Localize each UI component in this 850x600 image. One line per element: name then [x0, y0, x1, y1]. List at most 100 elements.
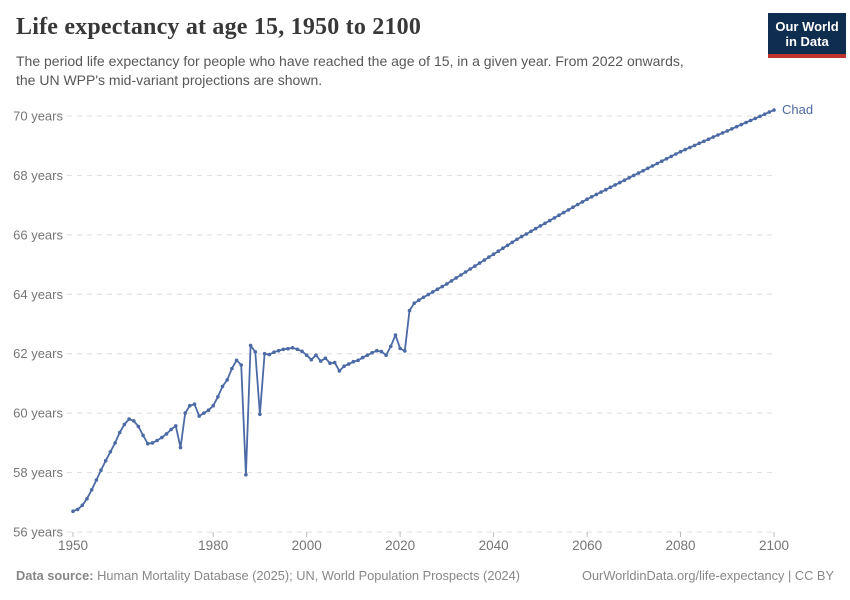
y-axis-label: 70 years: [13, 109, 63, 124]
data-point: [197, 414, 201, 418]
data-point: [290, 346, 295, 350]
data-point: [683, 147, 687, 152]
x-axis-label: 2000: [292, 538, 322, 553]
data-point: [674, 152, 678, 156]
data-point: [636, 171, 641, 175]
y-axis-label: 56 years: [13, 525, 63, 540]
data-point: [384, 353, 388, 358]
data-point: [75, 507, 80, 512]
data-point: [688, 145, 692, 150]
data-point: [99, 468, 103, 473]
data-point: [225, 378, 229, 382]
x-axis-label: 2080: [665, 538, 695, 553]
data-point: [183, 411, 187, 415]
data-point: [309, 357, 314, 362]
data-point: [337, 369, 342, 373]
data-point: [393, 333, 398, 337]
data-point: [641, 168, 645, 173]
data-point: [463, 270, 468, 274]
data-point: [108, 450, 113, 454]
x-axis-label: 2060: [572, 538, 602, 553]
data-point: [487, 255, 491, 259]
data-point: [468, 267, 473, 271]
data-point: [178, 445, 183, 450]
data-point: [515, 237, 519, 242]
data-point: [660, 159, 664, 163]
data-point: [618, 180, 622, 185]
data-point: [403, 349, 407, 353]
chart-subtitle: The period life expectancy for people wh…: [16, 52, 684, 90]
data-point: [211, 403, 215, 408]
data-point: [501, 246, 505, 250]
y-axis-label: 60 years: [13, 406, 63, 421]
data-point: [164, 432, 169, 436]
data-point: [328, 361, 332, 366]
data-point: [216, 395, 220, 399]
data-point: [398, 346, 402, 351]
data-point: [94, 478, 99, 482]
data-source-label: Data source:: [16, 568, 94, 583]
data-point: [370, 351, 374, 355]
data-point: [767, 110, 772, 114]
data-point: [248, 343, 253, 348]
chart-subtitle-line1: The period life expectancy for people wh…: [16, 53, 684, 69]
data-point: [664, 157, 669, 161]
data-point: [258, 412, 262, 417]
data-point: [155, 438, 159, 443]
data-point: [323, 356, 328, 361]
data-point: [234, 358, 239, 363]
y-axis-label: 62 years: [13, 346, 63, 361]
y-axis-label: 58 years: [13, 465, 63, 480]
data-point: [300, 349, 304, 354]
entity-label-chad[interactable]: Chad: [782, 102, 813, 117]
data-point: [454, 276, 459, 280]
data-point: [286, 346, 290, 351]
owid-logo-line2: in Data: [785, 34, 829, 49]
data-point: [748, 118, 753, 123]
data-point: [589, 195, 594, 199]
data-point: [557, 213, 561, 217]
data-point: [146, 441, 150, 446]
data-point: [669, 154, 673, 159]
data-point: [706, 137, 711, 141]
data-point: [206, 408, 211, 413]
data-point: [318, 359, 323, 363]
data-point: [122, 422, 127, 427]
data-point: [365, 353, 370, 358]
data-point: [632, 173, 636, 178]
footer-citation-link[interactable]: OurWorldinData.org/life-expectancy | CC …: [581, 568, 834, 583]
data-point: [127, 417, 131, 421]
data-point: [477, 261, 482, 265]
data-point: [697, 141, 701, 146]
data-point: [440, 284, 445, 289]
data-point: [613, 183, 617, 187]
data-point: [342, 364, 346, 369]
y-axis-label: 64 years: [13, 287, 63, 302]
data-point: [449, 279, 454, 283]
data-point: [332, 360, 337, 365]
data-source-text: Human Mortality Database (2025); UN, Wor…: [93, 568, 521, 583]
page-title: Life expectancy at age 15, 1950 to 2100: [16, 14, 422, 40]
data-point: [253, 350, 258, 354]
data-point: [627, 176, 631, 180]
data-source: Data source: Human Mortality Database (2…: [16, 568, 520, 583]
data-point: [267, 352, 272, 357]
data-point: [431, 290, 435, 294]
data-point: [417, 298, 421, 303]
data-point: [739, 122, 744, 127]
data-point: [655, 161, 659, 166]
data-point: [482, 258, 487, 262]
data-point: [412, 301, 417, 306]
x-axis-label: 1980: [198, 538, 228, 553]
data-point: [150, 441, 155, 445]
chart-subtitle-line2: the UN WPP's mid-variant projections are…: [16, 72, 323, 88]
data-point: [174, 424, 178, 428]
data-point: [646, 166, 650, 171]
data-point: [529, 229, 533, 234]
data-point: [552, 216, 557, 220]
data-point: [720, 131, 725, 135]
data-point: [379, 349, 384, 354]
owid-logo[interactable]: Our World in Data: [768, 13, 846, 58]
